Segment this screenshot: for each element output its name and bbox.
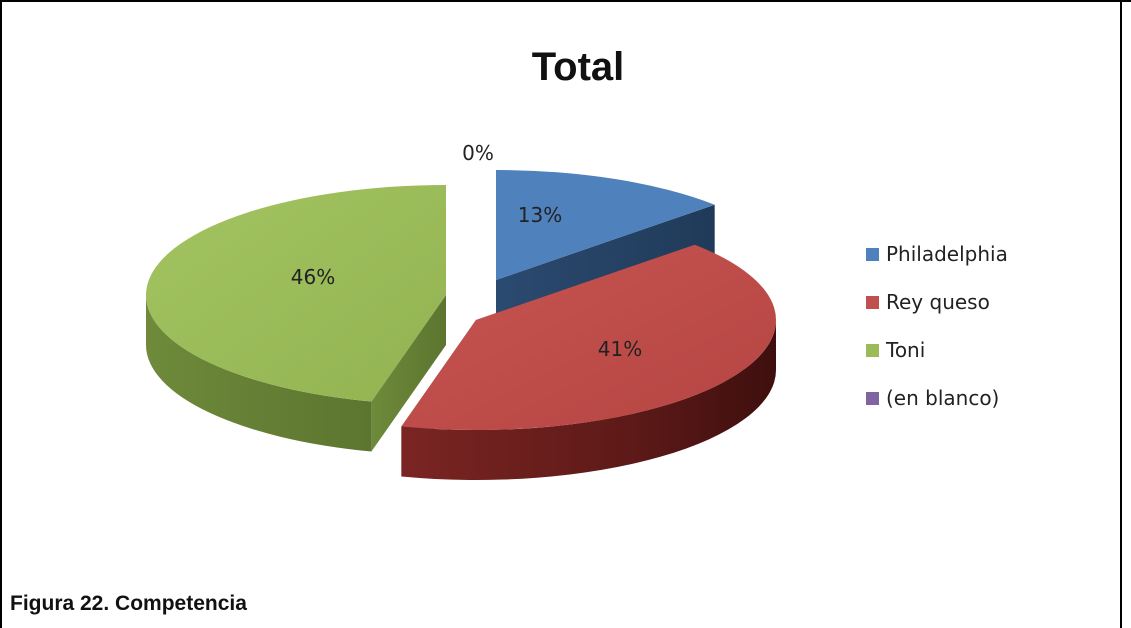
pie-side-toni (146, 295, 372, 452)
data-label-philadelphia: 13% (518, 203, 562, 227)
legend-label-philadelphia: Philadelphia (886, 242, 1008, 266)
legend: Philadelphia Rey queso Toni (en blanco) (866, 242, 1008, 410)
frame-left-border (0, 0, 2, 628)
legend-swatch-philadelphia (866, 248, 879, 261)
pie-slice-philadelphia (496, 170, 715, 280)
pie-side-rey-queso (401, 320, 776, 481)
pie-slice-tops (145, 170, 777, 430)
data-label--en-blanco-: 0% (462, 141, 494, 165)
frame-top-border (0, 0, 1131, 2)
frame-right-border (1120, 0, 1122, 628)
legend-label--en-blanco-: (en blanco) (886, 386, 999, 410)
pie-slice-toni (145, 185, 446, 402)
pie-cut-0-toni (371, 295, 446, 452)
legend-swatch-rey-queso (866, 296, 879, 309)
chart-title: Total (532, 45, 625, 89)
data-label-rey-queso: 41% (598, 337, 642, 361)
figure-caption: Figura 22. Competencia (10, 592, 247, 615)
legend-label-rey-queso: Rey queso (886, 290, 990, 314)
pie-data-labels: 13% 41% 46% 0% (291, 141, 642, 361)
legend-label-toni: Toni (885, 338, 925, 362)
legend-swatch-toni (866, 344, 879, 357)
legend-swatch--en-blanco- (866, 392, 879, 405)
data-label-toni: 46% (291, 265, 335, 289)
pie-slice-rey-queso (401, 244, 777, 430)
